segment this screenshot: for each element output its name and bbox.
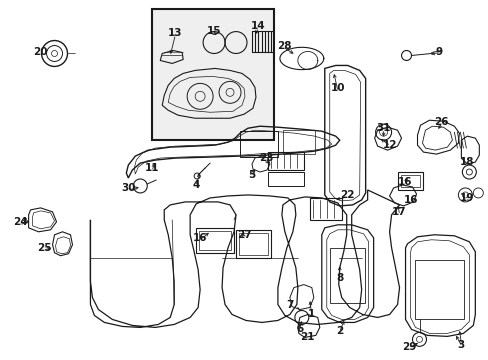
- Bar: [239, 233, 267, 255]
- Text: 22: 22: [340, 190, 354, 200]
- Bar: [397, 172, 423, 190]
- Bar: [283, 130, 314, 154]
- Text: 15: 15: [206, 26, 221, 36]
- Text: 26: 26: [433, 117, 448, 127]
- Text: 16: 16: [398, 177, 412, 187]
- Text: 25: 25: [37, 243, 52, 253]
- Bar: [240, 131, 277, 157]
- Text: 30: 30: [121, 183, 135, 193]
- Text: 8: 8: [335, 273, 343, 283]
- Text: 18: 18: [459, 157, 474, 167]
- Text: 31: 31: [376, 123, 390, 133]
- Bar: [267, 152, 303, 170]
- Bar: [267, 172, 303, 186]
- Text: 6: 6: [296, 324, 303, 334]
- Text: 21: 21: [300, 332, 314, 342]
- Text: 27: 27: [236, 230, 251, 240]
- Text: 7: 7: [285, 300, 293, 310]
- Text: 3: 3: [457, 340, 464, 350]
- Text: 17: 17: [391, 207, 406, 217]
- Bar: [414, 260, 464, 319]
- Text: 20: 20: [33, 48, 48, 58]
- Text: 23: 23: [258, 153, 273, 163]
- Text: 4: 4: [192, 180, 200, 190]
- Text: 9: 9: [435, 48, 442, 58]
- Text: 12: 12: [382, 140, 396, 150]
- Text: 1: 1: [307, 310, 315, 319]
- Text: 16: 16: [404, 195, 418, 205]
- Text: 2: 2: [335, 327, 343, 336]
- Bar: [236, 230, 270, 258]
- Bar: [196, 228, 234, 253]
- Bar: [152, 9, 273, 140]
- Text: 19: 19: [459, 193, 473, 203]
- Text: 5: 5: [248, 170, 255, 180]
- Text: 14: 14: [250, 21, 264, 31]
- Bar: [329, 248, 364, 302]
- Bar: [400, 175, 420, 187]
- Text: 16: 16: [192, 233, 207, 243]
- Text: 11: 11: [145, 163, 159, 173]
- Text: 10: 10: [330, 84, 344, 93]
- Text: 13: 13: [167, 28, 182, 37]
- Text: 29: 29: [402, 342, 416, 352]
- Text: 24: 24: [13, 217, 28, 227]
- Bar: [199, 231, 230, 250]
- Bar: [309, 198, 341, 220]
- Text: 28: 28: [276, 41, 290, 50]
